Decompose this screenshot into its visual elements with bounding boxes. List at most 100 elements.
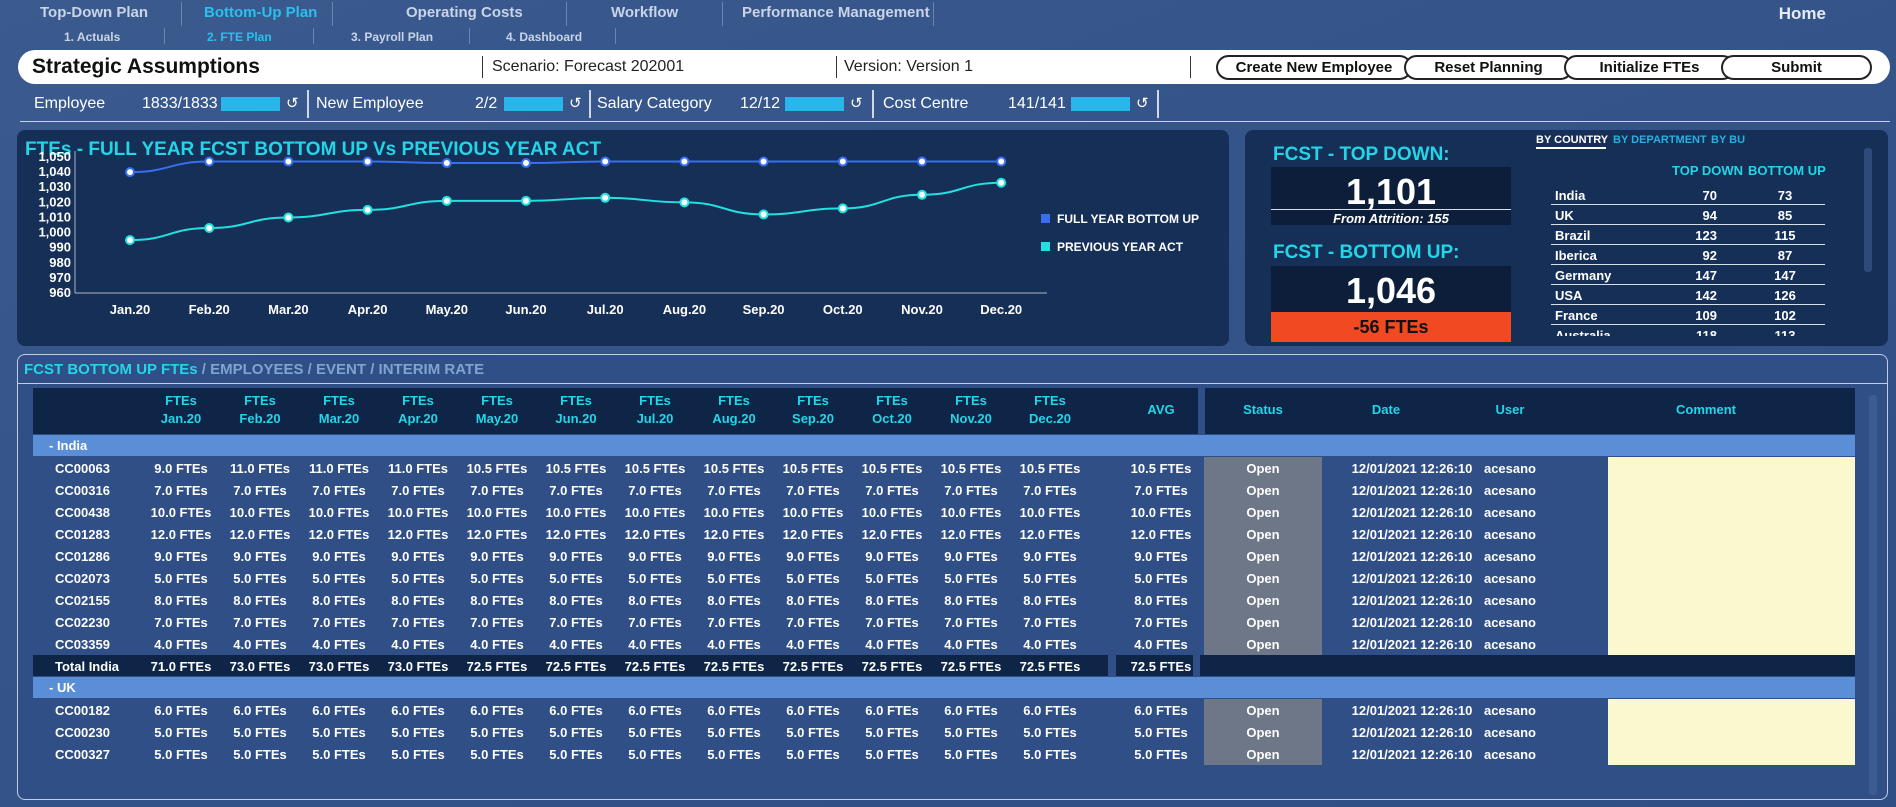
fte-cell[interactable]: 7.0 FTEs xyxy=(786,615,840,630)
fte-cell[interactable]: 5.0 FTEs xyxy=(786,571,840,586)
fte-cell[interactable]: 7.0 FTEs xyxy=(549,615,603,630)
comment-input[interactable] xyxy=(1608,699,1855,721)
table-row[interactable]: CC02230 7.0 FTEs 7.0 FTEs 7.0 FTEs 7.0 FTEs 7… xyxy=(33,611,1855,633)
group-header-row[interactable]: - UK xyxy=(33,677,1855,698)
fte-cell[interactable]: 7.0 FTEs xyxy=(865,483,919,498)
fte-cell[interactable]: 7.0 FTEs xyxy=(154,483,208,498)
fte-cell[interactable]: 5.0 FTEs xyxy=(154,571,208,586)
fte-cell[interactable]: 12.0 FTEs xyxy=(308,527,370,542)
table-row[interactable]: CC01286 9.0 FTEs 9.0 FTEs 9.0 FTEs 9.0 FTEs 9… xyxy=(33,545,1855,567)
status-value[interactable]: Open xyxy=(1246,593,1280,608)
fte-cell[interactable]: 5.0 FTEs xyxy=(154,747,208,762)
fte-cell[interactable]: 5.0 FTEs xyxy=(944,571,998,586)
tab-by-country[interactable]: BY COUNTRY xyxy=(1536,134,1609,146)
fte-cell[interactable]: 10.5 FTEs xyxy=(861,461,923,476)
fte-cell[interactable]: 12.0 FTEs xyxy=(387,527,449,542)
fte-cell[interactable]: 10.0 FTEs xyxy=(861,505,923,520)
status-value[interactable]: Open xyxy=(1246,571,1280,586)
fte-cell[interactable]: 8.0 FTEs xyxy=(549,593,603,608)
fte-cell[interactable]: 6.0 FTEs xyxy=(391,703,445,718)
fte-cell[interactable]: 7.0 FTEs xyxy=(865,615,919,630)
fte-cell[interactable]: 5.0 FTEs xyxy=(865,747,919,762)
fte-cell[interactable]: 7.0 FTEs xyxy=(391,615,445,630)
fte-cell[interactable]: 9.0 FTEs xyxy=(549,549,603,564)
fte-cell[interactable]: 12.0 FTEs xyxy=(861,527,923,542)
comment-input[interactable] xyxy=(1608,501,1855,523)
scrollbar[interactable] xyxy=(1869,395,1877,795)
fte-cell[interactable]: 6.0 FTEs xyxy=(470,703,524,718)
fte-cell[interactable]: 7.0 FTEs xyxy=(628,615,682,630)
status-value[interactable]: Open xyxy=(1246,703,1280,718)
fte-cell[interactable]: 8.0 FTEs xyxy=(312,593,366,608)
fte-cell[interactable]: 10.0 FTEs xyxy=(940,505,1002,520)
fte-cell[interactable]: 10.5 FTEs xyxy=(545,461,607,476)
fte-cell[interactable]: 6.0 FTEs xyxy=(312,703,366,718)
table-row[interactable]: CC00316 7.0 FTEs 7.0 FTEs 7.0 FTEs 7.0 FTEs 7… xyxy=(33,479,1855,501)
table-row[interactable]: CC00230 5.0 FTEs 5.0 FTEs 5.0 FTEs 5.0 FTEs 5… xyxy=(33,721,1855,743)
fte-cell[interactable]: 12.0 FTEs xyxy=(466,527,528,542)
fte-cell[interactable]: 5.0 FTEs xyxy=(865,725,919,740)
fte-cell[interactable]: 5.0 FTEs xyxy=(1023,725,1077,740)
fte-cell[interactable]: 5.0 FTEs xyxy=(944,725,998,740)
fte-cell[interactable]: 5.0 FTEs xyxy=(628,725,682,740)
status-value[interactable]: Open xyxy=(1246,615,1280,630)
fte-cell[interactable]: 8.0 FTEs xyxy=(233,593,287,608)
fte-cell[interactable]: 11.0 FTEs xyxy=(230,461,290,476)
tab-performance-management[interactable]: Performance Management xyxy=(742,4,930,21)
fte-cell[interactable]: 7.0 FTEs xyxy=(707,483,761,498)
fte-cell[interactable]: 8.0 FTEs xyxy=(154,593,208,608)
tab-interim-rate[interactable]: / INTERIM RATE xyxy=(370,361,485,378)
fte-cell[interactable]: 7.0 FTEs xyxy=(549,483,603,498)
status-value[interactable]: Open xyxy=(1246,747,1280,762)
fte-cell[interactable]: 5.0 FTEs xyxy=(1023,747,1077,762)
fte-cell[interactable]: 9.0 FTEs xyxy=(470,549,524,564)
fte-cell[interactable]: 5.0 FTEs xyxy=(549,571,603,586)
fte-cell[interactable]: 5.0 FTEs xyxy=(786,725,840,740)
fte-cell[interactable]: 7.0 FTEs xyxy=(628,483,682,498)
fte-cell[interactable]: 7.0 FTEs xyxy=(470,483,524,498)
fte-cell[interactable]: 10.0 FTEs xyxy=(1019,505,1081,520)
fte-cell[interactable]: 5.0 FTEs xyxy=(470,725,524,740)
fte-cell[interactable]: 4.0 FTEs xyxy=(549,637,603,652)
fte-cell[interactable]: 12.0 FTEs xyxy=(150,527,212,542)
tab-bottom-up-plan[interactable]: Bottom-Up Plan xyxy=(204,4,318,21)
tab-event[interactable]: / EVENT xyxy=(307,361,367,378)
fte-cell[interactable]: 9.0 FTEs xyxy=(391,549,445,564)
scrollbar[interactable] xyxy=(1864,148,1872,272)
fte-cell[interactable]: 10.5 FTEs xyxy=(466,461,528,476)
status-value[interactable]: Open xyxy=(1246,483,1280,498)
fte-cell[interactable]: 7.0 FTEs xyxy=(786,483,840,498)
subtab-actuals[interactable]: 1. Actuals xyxy=(64,30,121,44)
fte-cell[interactable]: 5.0 FTEs xyxy=(865,571,919,586)
fte-cell[interactable]: 10.0 FTEs xyxy=(387,505,449,520)
fte-cell[interactable]: 4.0 FTEs xyxy=(1023,637,1077,652)
fte-cell[interactable]: 9.0 FTEs xyxy=(154,461,208,476)
fte-cell[interactable]: 8.0 FTEs xyxy=(1023,593,1077,608)
subtab-payroll-plan[interactable]: 3. Payroll Plan xyxy=(351,30,434,44)
comment-input[interactable] xyxy=(1608,545,1855,567)
tab-by-bu[interactable]: BY BU xyxy=(1711,134,1746,146)
fte-cell[interactable]: 4.0 FTEs xyxy=(233,637,287,652)
fte-cell[interactable]: 9.0 FTEs xyxy=(865,549,919,564)
fte-cell[interactable]: 6.0 FTEs xyxy=(549,703,603,718)
group-header-row[interactable]: - India xyxy=(33,435,1855,456)
fte-cell[interactable]: 7.0 FTEs xyxy=(944,483,998,498)
fte-cell[interactable]: 9.0 FTEs xyxy=(707,549,761,564)
status-value[interactable]: Open xyxy=(1246,461,1280,476)
fte-cell[interactable]: 10.0 FTEs xyxy=(150,505,212,520)
table-row[interactable]: CC00327 5.0 FTEs 5.0 FTEs 5.0 FTEs 5.0 FTEs 5… xyxy=(33,743,1855,765)
fte-cell[interactable]: 8.0 FTEs xyxy=(944,593,998,608)
fte-cell[interactable]: 6.0 FTEs xyxy=(154,703,208,718)
table-row[interactable]: CC00063 9.0 FTEs 11.0 FTEs 11.0 FTEs 11.0 FT… xyxy=(33,457,1855,479)
fte-cell[interactable]: 5.0 FTEs xyxy=(312,725,366,740)
fte-cell[interactable]: 10.0 FTEs xyxy=(466,505,528,520)
country-row[interactable]: Australia 118 113 xyxy=(1551,325,1825,336)
fte-cell[interactable]: 12.0 FTEs xyxy=(229,527,291,542)
country-row[interactable]: USA 142 126 xyxy=(1551,285,1825,305)
fte-cell[interactable]: 5.0 FTEs xyxy=(549,725,603,740)
fte-cell[interactable]: 9.0 FTEs xyxy=(312,549,366,564)
subtab-fte-plan[interactable]: 2. FTE Plan xyxy=(207,30,272,44)
create-new-employee-button[interactable]: Create New Employee xyxy=(1216,55,1412,80)
table-row[interactable]: CC01283 12.0 FTEs 12.0 FTEs 12.0 FTEs 12.0 F… xyxy=(33,523,1855,545)
fte-cell[interactable]: 5.0 FTEs xyxy=(312,747,366,762)
